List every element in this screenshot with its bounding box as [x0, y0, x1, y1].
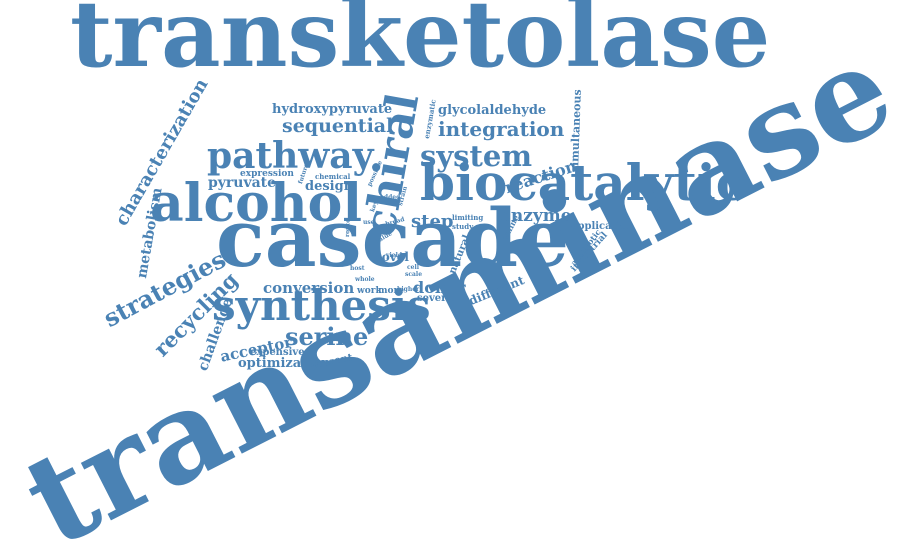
cloud-word-cascade: cascade	[216, 191, 569, 285]
cloud-word-scale: scale	[405, 271, 423, 278]
cloud-word-whole: whole	[355, 276, 375, 283]
cloud-word-route: route	[344, 218, 352, 238]
cloud-word-expensive: expensive	[250, 347, 305, 358]
cloud-word-expression: expression	[240, 169, 294, 179]
cloud-word-glycolaldehyde: glycolaldehyde	[438, 103, 547, 118]
cloud-word-serine: serine	[285, 322, 369, 351]
cloud-word-step: step	[411, 211, 454, 232]
cloud-word-higher: higher	[397, 286, 420, 293]
cloud-word-donor: donor	[413, 278, 466, 297]
cloud-word-integration: integration	[438, 117, 565, 141]
cloud-word-study: study	[452, 222, 474, 231]
cloud-word-enzyme: enzyme	[500, 206, 572, 226]
cloud-word-more: more	[378, 286, 404, 296]
cloud-word-design: design	[305, 179, 354, 194]
cloud-word-chemical: chemical	[315, 172, 351, 181]
cloud-word-host: host	[350, 265, 365, 272]
cloud-word-application: application	[571, 221, 634, 232]
cloud-word-transketolase: transketolase	[70, 0, 771, 88]
cloud-word-synthesis: synthesis	[212, 281, 431, 330]
cloud-word-biocatalytic: biocatalytic	[420, 153, 747, 212]
cloud-word-yield: yield	[386, 252, 403, 259]
cloud-word-conversion: conversion	[263, 279, 355, 297]
cloud-word-added: added	[380, 194, 401, 201]
cloud-word-use: use	[363, 219, 375, 226]
cloud-word-cell: cell	[407, 264, 420, 271]
cloud-word-limiting: limiting	[452, 213, 484, 222]
cloud-word-several: several	[417, 293, 457, 304]
cloud-word-simultaneous: simultaneous	[568, 89, 584, 173]
cloud-word-system: system	[420, 139, 533, 173]
cloud-word-work: work	[357, 286, 382, 296]
cloud-word-hydroxypyruvate: hydroxypyruvate	[272, 102, 393, 117]
cloud-word-sequential: sequential	[282, 115, 394, 137]
cloud-word-novel: novel	[373, 250, 409, 264]
cloud-word-pathway: pathway	[207, 135, 374, 177]
cloud-word-optimization: optimization	[238, 356, 331, 371]
cloud-word-alcohol: alcohol	[150, 173, 363, 234]
cloud-word-pyruvate: pyruvate	[208, 175, 277, 191]
